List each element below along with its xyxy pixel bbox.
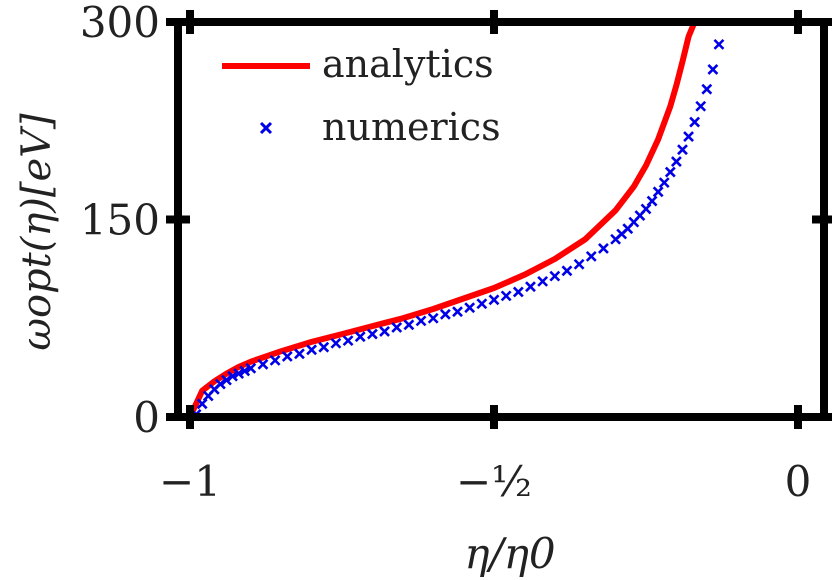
data-point-numerics bbox=[257, 358, 269, 370]
y-tick-label: 300 bbox=[80, 0, 160, 47]
data-point-numerics bbox=[695, 100, 707, 112]
data-point-numerics bbox=[585, 250, 597, 262]
legend-swatch-numerics bbox=[259, 121, 273, 135]
series-layer bbox=[187, 19, 725, 420]
data-point-numerics bbox=[464, 302, 476, 314]
data-point-numerics bbox=[214, 378, 226, 390]
plot-frame bbox=[174, 18, 828, 421]
data-point-numerics bbox=[689, 116, 701, 128]
data-point-numerics bbox=[342, 335, 354, 347]
data-point-numerics bbox=[439, 308, 451, 320]
x-tick-label: −½ bbox=[456, 457, 532, 506]
data-point-numerics bbox=[391, 322, 403, 333]
data-point-numerics bbox=[561, 265, 573, 277]
data-point-numerics bbox=[239, 365, 251, 377]
data-point-numerics bbox=[713, 38, 725, 50]
data-point-numerics bbox=[537, 275, 549, 287]
data-point-numerics bbox=[427, 312, 439, 324]
data-point-numerics bbox=[500, 290, 512, 302]
data-point-numerics bbox=[379, 325, 390, 337]
data-point-numerics bbox=[658, 177, 670, 189]
data-point-numerics bbox=[227, 370, 238, 382]
legend-label-analytics: analytics bbox=[322, 42, 494, 86]
data-point-numerics bbox=[221, 374, 232, 386]
y-axis-label: ωopt(η)[eV] bbox=[14, 113, 60, 351]
data-point-numerics bbox=[549, 270, 561, 282]
data-point-numerics bbox=[403, 319, 415, 331]
data-point-numerics bbox=[488, 294, 500, 306]
data-point-numerics bbox=[415, 315, 427, 327]
data-point-numerics bbox=[306, 344, 318, 356]
data-point-numerics bbox=[707, 63, 719, 75]
data-point-numerics bbox=[683, 131, 694, 142]
data-point-numerics bbox=[354, 331, 366, 343]
x-axis-label: η/η0 bbox=[464, 529, 555, 578]
legend-label-numerics: numerics bbox=[322, 105, 501, 149]
ticks-layer: −1 −½ 0 0 150 300 bbox=[80, 0, 832, 506]
data-point-numerics bbox=[476, 298, 488, 310]
y-tick-label: 150 bbox=[80, 196, 160, 245]
data-point-numerics bbox=[294, 348, 305, 360]
data-point-numerics bbox=[525, 281, 536, 293]
data-point-numerics bbox=[233, 368, 245, 379]
x-tick-label: 0 bbox=[785, 457, 812, 506]
x-tick-label: −1 bbox=[159, 457, 221, 506]
data-point-numerics bbox=[269, 354, 281, 366]
data-point-numerics bbox=[701, 83, 713, 95]
data-point-numerics bbox=[512, 286, 524, 298]
data-point-numerics bbox=[318, 341, 330, 353]
data-point-numerics bbox=[670, 156, 682, 167]
y-tick-label: 0 bbox=[133, 393, 160, 442]
data-point-numerics bbox=[245, 362, 257, 374]
data-point-numerics bbox=[573, 258, 585, 270]
data-point-numerics bbox=[281, 351, 293, 362]
legend: analytics numerics bbox=[222, 42, 501, 149]
data-point-numerics bbox=[330, 337, 342, 349]
data-point-numerics bbox=[366, 328, 378, 340]
data-point-numerics bbox=[664, 166, 676, 178]
data-point-numerics bbox=[452, 306, 463, 318]
data-point-numerics bbox=[598, 243, 609, 254]
data-point-numerics bbox=[646, 195, 658, 207]
data-point-numerics bbox=[677, 144, 688, 156]
data-point-numerics bbox=[652, 186, 664, 198]
